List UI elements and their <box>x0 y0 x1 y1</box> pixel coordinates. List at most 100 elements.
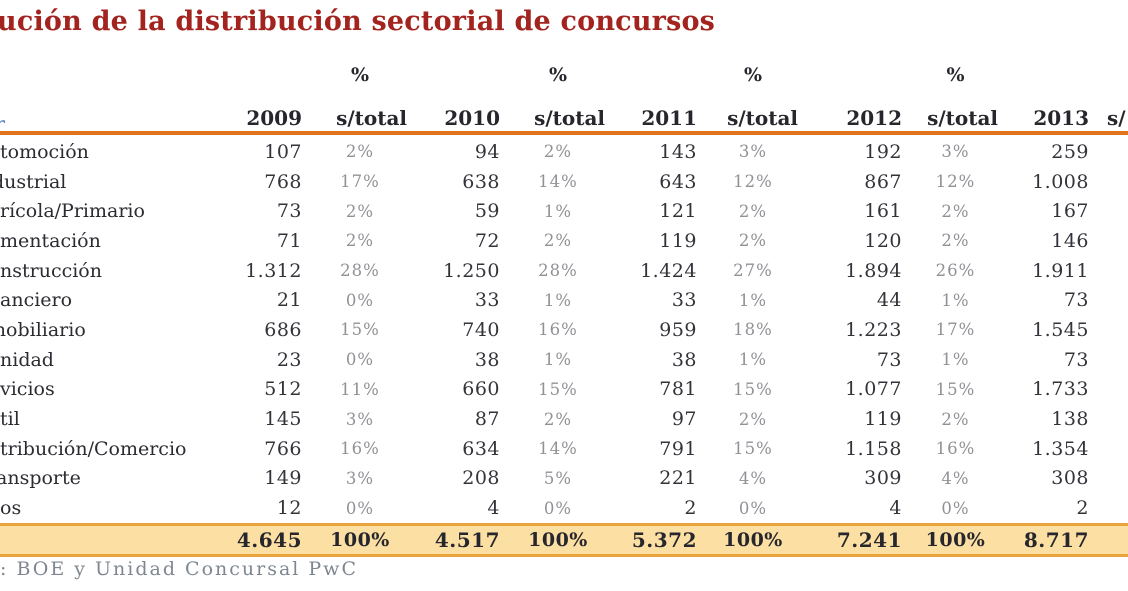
percent-cell: 2% <box>543 142 573 162</box>
percent-cell: 1% <box>543 350 573 370</box>
percent-cell: 26% <box>935 261 976 281</box>
value-cell: 2 <box>1076 497 1089 520</box>
percent-cell: 3% <box>345 468 375 488</box>
value-cell: 192 <box>864 140 902 163</box>
percent-cell: 17% <box>935 320 976 340</box>
value-cell: 1.733 <box>1032 378 1089 401</box>
table-row: mentación 71 2% 72 2% 119 2% 120 2% 146 <box>0 226 1128 256</box>
percent-symbol-header: % <box>743 64 763 87</box>
value-cell: 71 <box>276 229 302 252</box>
value-cell: 146 <box>1051 229 1089 252</box>
table-header-years-row: r 2009 s/total 2010 s/total 2011 s/total… <box>0 86 1128 131</box>
percent-cell: 4% <box>941 468 970 488</box>
percent-cell: 2% <box>738 201 768 221</box>
value-cell: 1.424 <box>640 259 697 282</box>
percent-cell: 1% <box>543 201 573 221</box>
percent-cell: 1% <box>543 290 573 310</box>
value-cell: 1.312 <box>245 259 302 282</box>
percent-symbol-header: % <box>946 64 965 87</box>
table-row: anciero 21 0% 33 1% 33 1% 44 1% 73 <box>0 285 1128 315</box>
percent-cell: 14% <box>538 172 578 192</box>
value-cell: 119 <box>864 408 902 431</box>
value-cell: 1.545 <box>1032 318 1089 341</box>
percent-cell: 3% <box>345 409 375 429</box>
year-header-2009: 2009 <box>246 106 302 130</box>
percent-cell: 3% <box>738 142 768 162</box>
value-cell: 1.911 <box>1032 259 1089 282</box>
value-cell: 643 <box>659 170 697 193</box>
value-cell: 59 <box>474 200 500 223</box>
sector-label: mobiliario <box>0 318 86 341</box>
total-value-2012: 7.241 <box>836 527 902 552</box>
value-cell: 73 <box>1063 348 1089 371</box>
percent-cell: 5% <box>543 468 573 488</box>
sector-label: nstrucción <box>0 259 102 282</box>
value-cell: 766 <box>264 437 302 460</box>
value-cell: 634 <box>462 437 500 460</box>
year-header-2010: 2010 <box>444 106 500 130</box>
sector-label: tomoción <box>0 140 89 163</box>
value-cell: 208 <box>462 467 500 490</box>
percent-cell: 16% <box>935 439 976 459</box>
percent-cell: 15% <box>733 439 773 459</box>
value-cell: 161 <box>864 200 902 223</box>
value-cell: 1.250 <box>443 259 500 282</box>
percent-cell: 0% <box>738 498 768 518</box>
total-value-2011: 5.372 <box>631 527 697 552</box>
value-cell: 73 <box>276 200 302 223</box>
percent-cell: 12% <box>733 172 773 192</box>
table-row: os 12 0% 4 0% 2 0% 4 0% 2 <box>0 493 1128 523</box>
table-row: ansporte 149 3% 208 5% 221 4% 309 4% 308 <box>0 464 1128 494</box>
percent-cell: 15% <box>538 379 578 399</box>
percent-cell: 2% <box>543 231 573 251</box>
year-header-2011: 2011 <box>641 106 697 130</box>
value-cell: 87 <box>474 408 500 431</box>
table-body: tomoción1072%942%1433%1923%259dustrial76… <box>0 135 1128 523</box>
table-row: nidad 23 0% 38 1% 38 1% 73 1% 73 <box>0 345 1128 375</box>
percent-cell: 1% <box>738 350 768 370</box>
header-divider-rule <box>0 131 1128 135</box>
value-cell: 740 <box>462 318 500 341</box>
percent-cell: 11% <box>340 379 380 399</box>
value-cell: 1.894 <box>845 259 902 282</box>
stotal-header: s/total <box>336 106 407 130</box>
value-cell: 1.077 <box>845 378 902 401</box>
value-cell: 791 <box>659 437 697 460</box>
value-cell: 221 <box>659 467 697 490</box>
sector-label: mentación <box>0 229 101 252</box>
sector-label: nidad <box>0 348 54 371</box>
percent-cell: 15% <box>733 379 773 399</box>
sector-column-header-fragment: r <box>0 108 230 129</box>
table-row: vicios 512 11% 660 15% 781 15% 1.077 15% 1.733 <box>0 375 1128 405</box>
total-row: 4.645 100% 4.517 100% 5.372 100% 7.241 1… <box>0 522 1128 557</box>
total-percent-2012: 100% <box>925 528 986 551</box>
table-row: til 145 3% 87 2% 97 2% 119 2% 138 <box>0 404 1128 434</box>
total-percent-2009: 100% <box>330 528 390 551</box>
sector-label: rícola/Primario <box>0 200 145 223</box>
value-cell: 1.354 <box>1032 437 1089 460</box>
value-cell: 38 <box>671 348 697 371</box>
value-cell: 94 <box>474 140 500 163</box>
value-cell: 638 <box>462 170 500 193</box>
table-row: mobiliario 686 15% 740 16% 959 18% 1.223 17% 1.54… <box>0 315 1128 345</box>
stotal-header-cut: s/ <box>1107 108 1126 129</box>
table-row: rícola/Primario 73 2% 59 1% 121 2% 161 2% 167 <box>0 196 1128 226</box>
value-cell: 867 <box>864 170 902 193</box>
value-cell: 97 <box>671 408 697 431</box>
stotal-header: s/total <box>727 106 798 130</box>
percent-cell: 4% <box>738 468 768 488</box>
total-percent-2011: 100% <box>723 528 783 551</box>
value-cell: 138 <box>1051 408 1089 431</box>
sector-label: anciero <box>0 289 73 312</box>
stotal-header: s/total <box>534 106 605 130</box>
value-cell: 38 <box>474 348 500 371</box>
value-cell: 167 <box>1051 200 1089 223</box>
percent-cell: 2% <box>345 201 375 221</box>
table-row: tomoción 107 2% 94 2% 143 3% 192 3% 259 <box>0 137 1128 167</box>
total-value-2009: 4.645 <box>236 527 302 552</box>
percent-cell: 28% <box>340 261 380 281</box>
value-cell: 145 <box>264 408 302 431</box>
percent-symbol-header: % <box>548 64 568 87</box>
percent-cell: 1% <box>738 290 768 310</box>
value-cell: 44 <box>876 289 902 312</box>
